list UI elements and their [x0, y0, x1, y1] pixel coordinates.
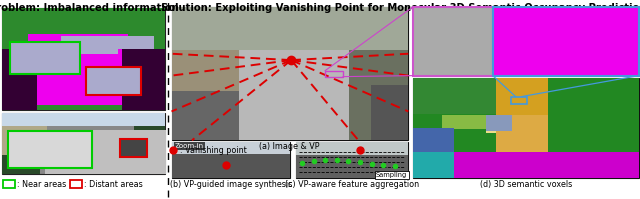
- Bar: [172, 154, 290, 178]
- Bar: [172, 7, 408, 50]
- Bar: [506, 7, 639, 39]
- Bar: [3, 180, 15, 188]
- Bar: [37, 105, 122, 110]
- Bar: [10, 42, 80, 74]
- Bar: [70, 180, 82, 188]
- Text: Sampling: Sampling: [376, 172, 407, 178]
- Bar: [548, 78, 639, 152]
- Bar: [413, 78, 496, 152]
- Bar: [371, 85, 408, 140]
- Bar: [296, 142, 408, 178]
- Bar: [296, 155, 408, 178]
- Bar: [413, 7, 493, 76]
- Bar: [10, 42, 80, 74]
- Bar: [325, 71, 343, 77]
- Text: : Vanishing point: : Vanishing point: [180, 146, 247, 155]
- Bar: [511, 97, 527, 104]
- Bar: [8, 131, 92, 168]
- Bar: [413, 114, 496, 152]
- Text: (b) VP-guided image synthesis: (b) VP-guided image synthesis: [170, 180, 292, 189]
- Bar: [486, 115, 496, 133]
- Bar: [172, 91, 239, 140]
- Bar: [493, 39, 639, 76]
- Bar: [486, 115, 512, 131]
- Bar: [128, 34, 165, 51]
- Bar: [172, 50, 239, 140]
- Text: Solution: Exploiting Vanishing Point for Monocular 3D Semantic Occupancy Predict: Solution: Exploiting Vanishing Point for…: [161, 3, 640, 13]
- Text: Problem: Imbalanced information: Problem: Imbalanced information: [0, 3, 179, 13]
- Bar: [2, 49, 37, 110]
- Bar: [2, 126, 47, 155]
- Bar: [413, 152, 454, 178]
- Text: : Distant areas: : Distant areas: [84, 179, 143, 189]
- Bar: [413, 128, 454, 152]
- Text: (d) 3D semantic voxels: (d) 3D semantic voxels: [479, 180, 572, 189]
- Bar: [525, 10, 608, 46]
- Text: Zoom-in: Zoom-in: [175, 143, 204, 149]
- Bar: [120, 139, 147, 157]
- Bar: [45, 130, 166, 174]
- Bar: [2, 113, 165, 174]
- Bar: [122, 49, 165, 110]
- Bar: [172, 142, 290, 178]
- Bar: [442, 115, 490, 129]
- Bar: [172, 142, 290, 154]
- Text: : Near areas: : Near areas: [17, 179, 67, 189]
- Bar: [120, 139, 147, 157]
- Bar: [296, 142, 408, 155]
- Bar: [134, 126, 165, 164]
- Bar: [413, 7, 493, 76]
- Bar: [239, 50, 349, 140]
- Bar: [2, 34, 28, 49]
- Bar: [172, 7, 408, 140]
- Bar: [413, 152, 639, 178]
- Bar: [2, 113, 165, 126]
- Bar: [112, 36, 154, 49]
- Bar: [86, 67, 141, 95]
- Bar: [86, 67, 141, 95]
- Bar: [413, 78, 639, 178]
- Bar: [413, 78, 563, 114]
- Text: (a) Image & VP: (a) Image & VP: [259, 142, 319, 151]
- Bar: [2, 8, 165, 110]
- Bar: [605, 39, 639, 76]
- Bar: [2, 126, 40, 174]
- Bar: [493, 7, 639, 76]
- Bar: [2, 8, 165, 34]
- Bar: [496, 78, 548, 115]
- Bar: [8, 131, 92, 168]
- Bar: [61, 36, 118, 54]
- Bar: [349, 50, 408, 140]
- Text: (c) VP-aware feature aggregation: (c) VP-aware feature aggregation: [285, 180, 419, 189]
